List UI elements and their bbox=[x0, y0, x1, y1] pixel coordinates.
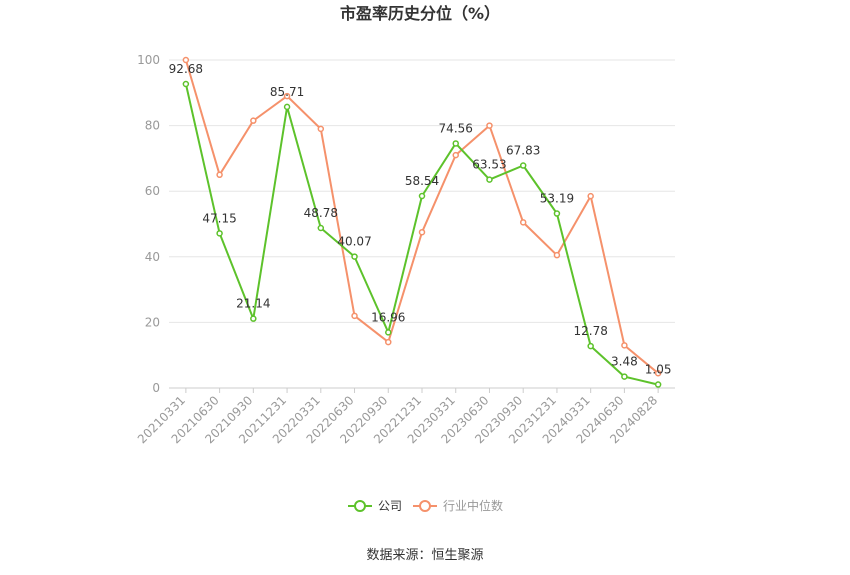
point-industry-median[interactable] bbox=[519, 219, 527, 226]
data-label: 67.83 bbox=[506, 144, 540, 158]
point-company[interactable] bbox=[385, 329, 392, 336]
point-industry-median[interactable] bbox=[654, 369, 662, 377]
y-tick-label: 20 bbox=[145, 315, 160, 329]
data-label: 1.05 bbox=[645, 363, 672, 377]
point-company[interactable] bbox=[553, 210, 561, 217]
data-source: 数据来源：恒生聚源 bbox=[366, 548, 483, 563]
grid bbox=[169, 59, 675, 323]
data-label: 53.19 bbox=[540, 192, 574, 206]
point-company[interactable] bbox=[317, 224, 325, 232]
point-company[interactable] bbox=[283, 103, 291, 111]
y-axis: 0 20 40 60 80 100 bbox=[137, 53, 160, 395]
data-label: 21.14 bbox=[236, 297, 270, 311]
y-tick-label: 60 bbox=[145, 184, 160, 198]
legend-company-label: 公司 bbox=[378, 499, 402, 513]
point-industry-median[interactable] bbox=[283, 92, 291, 100]
point-company[interactable] bbox=[418, 192, 426, 200]
point-industry-median[interactable] bbox=[587, 192, 594, 200]
x-axis: 2021033120210630202109302021123120220331… bbox=[135, 388, 660, 446]
point-industry-median[interactable] bbox=[250, 117, 257, 124]
point-industry-median[interactable] bbox=[621, 342, 628, 349]
legend-industry-label: 行业中位数 bbox=[443, 498, 503, 513]
point-company[interactable] bbox=[351, 253, 358, 260]
point-company[interactable] bbox=[216, 230, 223, 237]
data-label: 48.78 bbox=[304, 206, 338, 220]
point-industry-median[interactable] bbox=[216, 171, 223, 179]
point-company[interactable] bbox=[519, 162, 527, 169]
y-tick-label: 0 bbox=[152, 381, 160, 395]
legend-item-industry-median[interactable]: 行业中位数 bbox=[413, 498, 503, 513]
y-tick-label: 100 bbox=[137, 53, 160, 67]
point-industry-median[interactable] bbox=[182, 56, 190, 64]
chart-title: 市盈率历史分位（%） bbox=[340, 4, 500, 23]
legend-item-company[interactable]: 公司 bbox=[348, 499, 402, 513]
point-industry-median[interactable] bbox=[452, 151, 459, 159]
data-label: 40.07 bbox=[337, 235, 371, 249]
series-layer bbox=[182, 56, 662, 388]
point-industry-median[interactable] bbox=[418, 228, 426, 236]
data-label: 3.48 bbox=[611, 355, 638, 369]
point-company[interactable] bbox=[452, 140, 459, 147]
data-labels: 92.68 47.15 21.14 85.71 48.78 40.07 16.96 58.54… bbox=[169, 62, 672, 377]
data-label: 47.15 bbox=[202, 211, 236, 225]
point-industry-median[interactable] bbox=[553, 251, 561, 259]
data-label: 12.78 bbox=[573, 324, 607, 338]
y-tick-label: 80 bbox=[145, 119, 160, 133]
point-company[interactable] bbox=[654, 381, 662, 388]
data-label: 16.96 bbox=[371, 310, 405, 324]
data-label: 92.68 bbox=[169, 62, 203, 76]
legend-company-marker bbox=[354, 500, 366, 512]
point-company[interactable] bbox=[250, 315, 257, 322]
point-industry-median[interactable] bbox=[317, 125, 325, 133]
legend-industry-marker bbox=[419, 500, 431, 512]
point-industry-median[interactable] bbox=[385, 338, 392, 346]
data-label: 58.54 bbox=[405, 174, 439, 188]
point-industry-median[interactable] bbox=[351, 312, 358, 320]
data-label: 63.53 bbox=[472, 158, 506, 172]
point-industry-median[interactable] bbox=[486, 122, 493, 129]
data-label: 85.71 bbox=[270, 85, 304, 99]
point-company[interactable] bbox=[587, 342, 594, 350]
data-label: 74.56 bbox=[439, 121, 473, 135]
legend[interactable]: 公司 行业中位数 bbox=[348, 498, 503, 513]
point-company[interactable] bbox=[621, 373, 628, 380]
point-company[interactable] bbox=[182, 80, 190, 88]
y-tick-label: 40 bbox=[145, 250, 160, 264]
point-company[interactable] bbox=[486, 176, 493, 183]
